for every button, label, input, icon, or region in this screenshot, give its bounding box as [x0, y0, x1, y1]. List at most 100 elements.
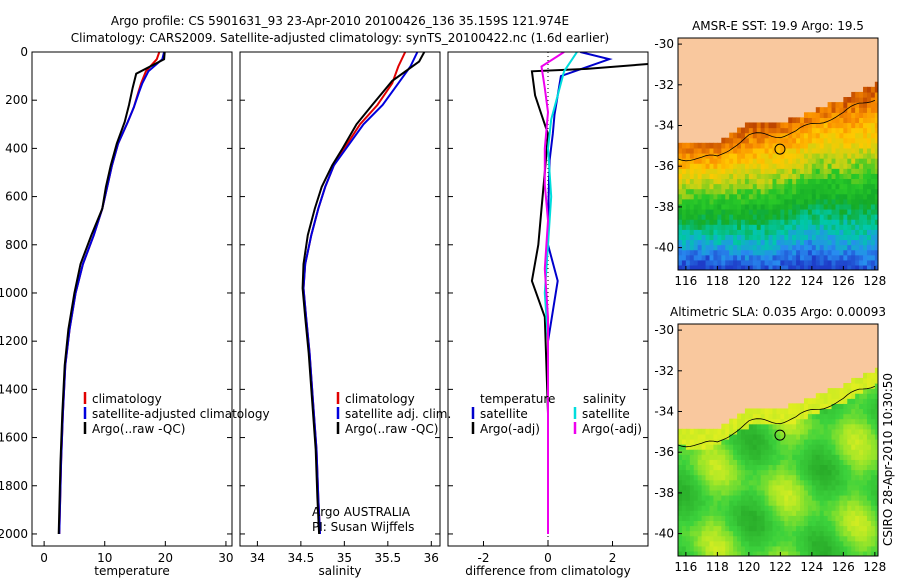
map-cell — [740, 193, 746, 200]
map-cell — [823, 535, 829, 542]
map-cell — [800, 168, 805, 174]
map-cell — [874, 428, 878, 435]
map-cell — [796, 469, 801, 476]
map-cell — [697, 244, 703, 251]
map-cell — [866, 550, 872, 556]
map-cell — [733, 530, 738, 537]
map-cell — [792, 550, 797, 556]
map-cell — [855, 208, 860, 215]
map-cell — [835, 203, 841, 210]
map-cell — [855, 413, 860, 420]
x-tick-label: 34.5 — [288, 551, 315, 565]
map-cell — [835, 137, 841, 144]
map-cell — [800, 224, 805, 230]
map-cell — [768, 433, 774, 440]
map-cell — [870, 474, 876, 481]
map-cell — [729, 142, 734, 149]
map-cell — [744, 459, 750, 466]
map-cell — [721, 489, 726, 496]
map-cell — [870, 112, 876, 118]
map-cell — [819, 264, 825, 270]
map-cell — [721, 479, 726, 486]
map-cell — [870, 203, 876, 210]
map-cell — [784, 229, 789, 235]
map-x-tick-label: 126 — [832, 274, 855, 288]
map-cell — [800, 249, 805, 256]
map-cell — [681, 249, 687, 256]
map-cell — [839, 540, 844, 547]
map-cell — [807, 244, 813, 251]
map-cell — [737, 464, 742, 471]
map-cell — [874, 249, 878, 256]
map-cell — [772, 163, 778, 169]
map-cell — [843, 418, 848, 425]
map-cell — [784, 208, 789, 215]
map-cell — [764, 438, 770, 445]
map-cell — [752, 515, 758, 521]
map-cell — [768, 489, 774, 496]
map-cell — [823, 449, 829, 455]
map-cell — [776, 469, 781, 476]
map-cell — [863, 173, 868, 180]
map-cell — [859, 107, 864, 113]
map-cell — [831, 117, 837, 124]
map-cell — [752, 259, 758, 266]
map-cell — [831, 229, 837, 235]
map-cell — [713, 479, 718, 486]
map-cell — [709, 525, 715, 532]
map-cell — [772, 535, 778, 542]
map-cell — [748, 122, 754, 129]
map-cell — [851, 413, 856, 420]
map-cell — [717, 464, 722, 471]
map-cell — [697, 224, 703, 230]
map-cell — [721, 208, 726, 215]
map-cell — [760, 122, 766, 129]
map-cell — [709, 163, 715, 169]
map-cell — [693, 494, 699, 501]
map-cell — [760, 178, 766, 185]
map-cell — [733, 545, 738, 552]
map-cell — [855, 454, 860, 460]
map-cell — [760, 428, 766, 435]
map-cell — [717, 494, 722, 501]
map-cell — [831, 168, 837, 174]
map-cell — [709, 188, 715, 195]
map-cell — [827, 127, 833, 134]
map-cell — [678, 224, 683, 230]
temperature-legend-item-1-label: satellite-adjusted climatology — [92, 407, 270, 421]
map-cell — [874, 254, 878, 261]
map-cell — [780, 208, 785, 215]
map-cell — [705, 198, 711, 205]
map-cell — [843, 142, 848, 149]
map-cell — [752, 545, 758, 552]
map-cell — [815, 254, 821, 261]
map-cell — [863, 398, 868, 404]
map-cell — [855, 489, 860, 496]
map-cell — [784, 510, 789, 516]
map-cell — [807, 540, 813, 547]
map-cell — [693, 444, 699, 450]
map-cell — [764, 515, 770, 521]
map-cell — [866, 408, 872, 415]
map-cell — [823, 122, 829, 129]
map-cell — [760, 423, 766, 430]
map-cell — [740, 489, 746, 496]
map-cell — [713, 525, 718, 532]
map-cell — [807, 474, 813, 481]
map-cell — [760, 540, 766, 547]
map-cell — [764, 484, 770, 491]
map-cell — [737, 413, 742, 420]
map-cell — [681, 183, 687, 190]
map-cell — [780, 433, 785, 440]
map-cell — [701, 198, 707, 205]
map-cell — [681, 173, 687, 180]
map-cell — [776, 428, 781, 435]
map-cell — [709, 535, 715, 542]
map-cell — [701, 545, 707, 552]
map-cell — [768, 449, 774, 455]
map-cell — [721, 163, 726, 169]
map-cell — [709, 239, 715, 246]
map-cell — [721, 178, 726, 185]
map-cell — [748, 208, 754, 215]
map-cell — [737, 163, 742, 169]
